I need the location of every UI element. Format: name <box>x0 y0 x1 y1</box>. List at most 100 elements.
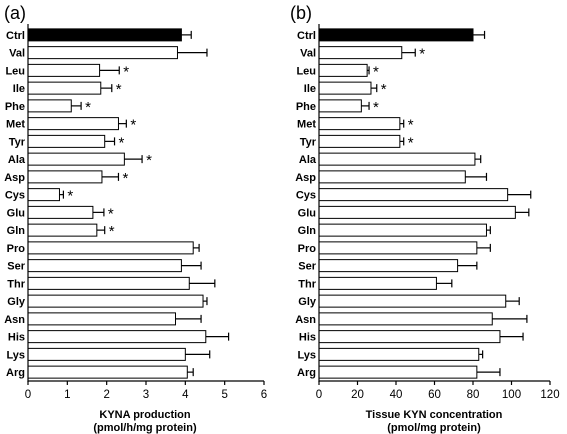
panel-b-category-label: Leu <box>296 65 316 77</box>
panel-b-x-axis-title: Tissue KYN concentration <box>366 409 503 421</box>
panel-a-category-label: Gln <box>7 225 26 237</box>
panel-b-category-labels: Ctrl Val Leu Ile Phe Met Tyr Ala Asp Cys Glu Gln Pro… <box>295 30 317 379</box>
panel-b-x-tick-label: 120 <box>540 389 559 401</box>
panel-b-x-tick-label: 0 <box>316 389 322 401</box>
panel-a-significance-marker: * <box>85 99 91 116</box>
panel-a-bar <box>27 170 103 184</box>
panel-a-category-label: Ala <box>8 154 26 166</box>
panel-b-category-label: Ile <box>304 83 316 95</box>
panel-a-category-label: Leu <box>5 65 25 77</box>
panel-b-category-label: His <box>299 332 316 344</box>
panel-a-bar <box>27 294 204 308</box>
panel-a-bar <box>27 134 106 148</box>
panel-b-x-axis-unit: (pmol/mg protein) <box>387 422 481 434</box>
panel-b-significance-marker: * <box>408 117 414 134</box>
panel-a-category-label: Arg <box>6 367 25 379</box>
panel-b-category-label: Pro <box>298 243 317 255</box>
panel-a-significance-marker: * <box>122 170 128 187</box>
panel-a-significance-marker: * <box>123 63 129 80</box>
panel-a-category-label: Ile <box>13 83 25 95</box>
panel-b-category-label: Gln <box>298 225 317 237</box>
panel-b-x-tick-label: 60 <box>428 389 441 401</box>
panel-a-bar <box>27 188 60 202</box>
panel-b-category-label: Met <box>297 119 316 131</box>
panel-b-bar <box>318 63 368 77</box>
panel-b-bar <box>318 259 459 273</box>
panel-b-bar <box>318 117 401 131</box>
panel-a-bar <box>27 312 176 326</box>
panel-b-bar <box>318 46 403 60</box>
panel-a-category-label: Thr <box>7 278 25 290</box>
panel-b-category-label: Phe <box>296 101 316 113</box>
panel-b-bar <box>318 276 437 290</box>
panel-a-bar <box>27 241 194 255</box>
panel-b-category-label: Cys <box>296 190 316 202</box>
panel-a-significance-marker: * <box>67 188 73 205</box>
panel-b-category-label: Ctrl <box>297 30 316 42</box>
panel-b-bar <box>318 312 493 326</box>
panel-a-bar <box>27 28 182 42</box>
panel-b-tissue-kyn-chart: (b) ****** CtrlValLeuIlePheMetTyrAlaAspC… <box>290 3 560 434</box>
panel-b-bar <box>318 330 501 344</box>
panel-a-x-tick-label: 3 <box>143 389 149 401</box>
panel-b-category-label: Asp <box>295 172 316 184</box>
panel-a-bar <box>27 223 98 237</box>
panel-b-bars: ****** <box>318 28 532 379</box>
panel-b-bar <box>318 170 466 184</box>
panel-b-significance-marker: * <box>373 63 379 80</box>
panel-a-bar <box>27 63 101 77</box>
panel-a-category-label: Lys <box>6 349 25 361</box>
panel-a-category-label: His <box>8 332 25 344</box>
panel-b-x-tick-label: 20 <box>351 389 364 401</box>
panel-b-category-label: Gly <box>298 296 317 308</box>
panel-a-significance-marker: * <box>119 134 125 151</box>
panel-a-bar <box>27 259 182 273</box>
panel-a-category-label: Gly <box>7 296 26 308</box>
panel-a-bar <box>27 276 190 290</box>
panel-a-bars: ********** <box>27 28 230 379</box>
panel-a-category-labels: Ctrl Val Leu Ile Phe Met Tyr Ala Asp Cys Glu Gln Pro… <box>4 30 26 379</box>
panel-a-x-tick-label: 2 <box>103 389 109 401</box>
panel-b-category-label: Tyr <box>300 136 317 148</box>
panel-b-bar <box>318 347 480 361</box>
panel-a-bar <box>27 330 207 344</box>
panel-a-x-axis-title: KYNA production <box>99 409 191 421</box>
panel-a-bar <box>27 99 72 113</box>
panel-a-bar <box>27 117 119 131</box>
panel-a-x-tick-label: 1 <box>64 389 70 401</box>
panel-b-bar <box>318 99 362 113</box>
panel-a-bar <box>27 81 102 95</box>
panel-b-category-label: Lys <box>297 349 316 361</box>
panel-b-significance-marker: * <box>408 134 414 151</box>
panel-b-category-label: Arg <box>297 367 316 379</box>
panel-a-x-tick-label: 6 <box>261 389 267 401</box>
panel-a-category-label: Glu <box>7 207 25 219</box>
panel-a-bar <box>27 205 94 219</box>
panel-b-category-label: Ala <box>299 154 317 166</box>
panel-b-category-label: Glu <box>298 207 316 219</box>
panel-a-category-label: Phe <box>5 101 25 113</box>
panel-b-category-label: Val <box>300 48 316 60</box>
panel-b-bar <box>318 134 401 148</box>
panel-a-category-label: Val <box>9 48 25 60</box>
panel-a-significance-marker: * <box>108 205 114 222</box>
panel-b-x-tick-label: 80 <box>467 389 480 401</box>
panel-a-bar <box>27 365 188 379</box>
panel-a-bar <box>27 347 186 361</box>
panel-b-significance-marker: * <box>381 81 387 98</box>
panel-a-category-label: Ser <box>7 261 25 273</box>
panel-b-category-label: Thr <box>298 278 316 290</box>
panel-a-x-tick-label: 4 <box>182 389 189 401</box>
panel-a-significance-marker: * <box>146 152 152 169</box>
panel-b-significance-marker: * <box>373 99 379 116</box>
panel-b-label: (b) <box>290 3 312 23</box>
panel-b-bar <box>318 188 509 202</box>
panel-b-bar <box>318 205 516 219</box>
panel-a-kyna-production-chart: (a) ********** CtrlValLeuIlePheMetTyrAla… <box>4 3 267 434</box>
panel-a-category-label: Asp <box>4 172 25 184</box>
panel-b-bar <box>318 28 474 42</box>
panel-a-category-label: Pro <box>7 243 26 255</box>
panel-a-significance-marker: * <box>116 81 122 98</box>
panel-a-category-label: Met <box>6 119 25 131</box>
